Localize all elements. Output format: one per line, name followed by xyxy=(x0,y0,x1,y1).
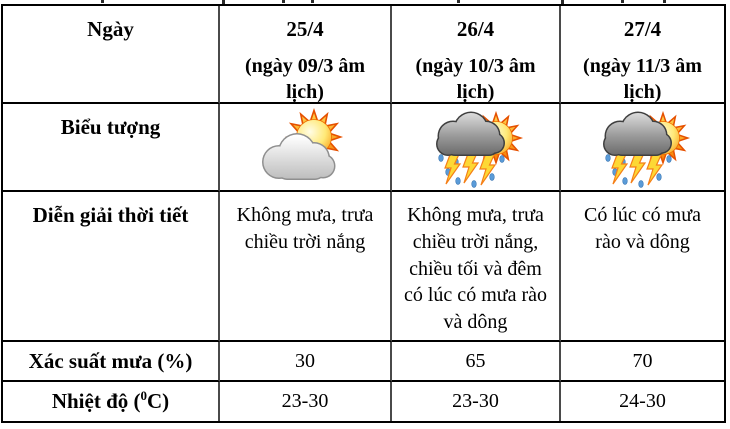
row-label-cell-description: Diễn giải thời tiết xyxy=(3,192,220,342)
date-value: 27/4 xyxy=(623,17,662,41)
icon-cell-2 xyxy=(392,104,561,192)
rain-probability-cell-2: 65 xyxy=(392,342,561,382)
description-cell-3: Có lúc có mưa rào và dông xyxy=(561,192,724,342)
row-label-description: Diễn giải thời tiết xyxy=(32,203,189,227)
temperature-cell-1: 23-30 xyxy=(220,382,392,421)
temperature-cell-2: 23-30 xyxy=(392,382,561,421)
row-label-icon: Biểu tượng xyxy=(60,115,161,139)
row-label-cell-icon: Biểu tượng xyxy=(3,104,220,192)
temperature-value: 23-30 xyxy=(452,390,499,412)
cropped-text-remnants xyxy=(0,0,730,4)
white-cloud xyxy=(262,133,336,180)
row-label-temperature: Nhiệt độ (0C) xyxy=(51,388,170,414)
description-cell-1: Không mưa, trưa chiều trời nắng xyxy=(220,192,392,342)
storm-cloud xyxy=(603,111,672,156)
lunar-date-value: (ngày 11/3 âm lịch) xyxy=(583,55,702,104)
icon-cell-1 xyxy=(220,104,392,192)
date-value: 26/4 xyxy=(456,17,495,41)
weather-forecast-table: Ngày 25/4 (ngày 09/3 âm lịch) 26/4 (ngày… xyxy=(1,4,726,423)
row-label-date: Ngày xyxy=(87,17,134,41)
rain-probability-value: 30 xyxy=(295,349,315,372)
rain-probability-value: 70 xyxy=(632,349,653,372)
temperature-value: 23-30 xyxy=(281,390,329,412)
row-label-cell-rain: Xác suất mưa (%) xyxy=(3,342,220,382)
description-text: Không mưa, trưa chiều trời nắng xyxy=(236,204,374,253)
rain-probability-cell-1: 30 xyxy=(220,342,392,382)
description-cell-2: Không mưa, trưa chiều trời nắng, chiều t… xyxy=(392,192,561,342)
storm-cloud xyxy=(436,111,505,156)
lunar-date-value: (ngày 10/3 âm lịch) xyxy=(415,55,536,104)
sun-behind-cloud-icon xyxy=(262,109,342,180)
header-cell-ngay: Ngày xyxy=(3,6,220,104)
row-label-cell-temperature: Nhiệt độ (0C) xyxy=(3,382,220,421)
thunderstorm-rain-sun-icon xyxy=(603,111,689,188)
header-cell-date-1: 25/4 (ngày 09/3 âm lịch) xyxy=(220,6,392,104)
lunar-date-value: (ngày 09/3 âm lịch) xyxy=(245,55,365,104)
thunderstorm-rain-sun-icon xyxy=(436,111,522,188)
description-text: Không mưa, trưa chiều trời nắng, chiều t… xyxy=(404,204,547,334)
row-label-rain-probability: Xác suất mưa (%) xyxy=(28,348,193,373)
header-cell-date-2: 26/4 (ngày 10/3 âm lịch) xyxy=(392,6,561,104)
description-text: Có lúc có mưa rào và dông xyxy=(584,204,701,253)
rain-probability-value: 65 xyxy=(465,349,486,372)
rain-probability-cell-3: 70 xyxy=(561,342,724,382)
header-cell-date-3: 27/4 (ngày 11/3 âm lịch) xyxy=(561,6,724,104)
date-value: 25/4 xyxy=(286,17,324,41)
temperature-cell-3: 24-30 xyxy=(561,382,724,421)
temperature-value: 24-30 xyxy=(619,390,666,412)
icon-cell-3 xyxy=(561,104,724,192)
